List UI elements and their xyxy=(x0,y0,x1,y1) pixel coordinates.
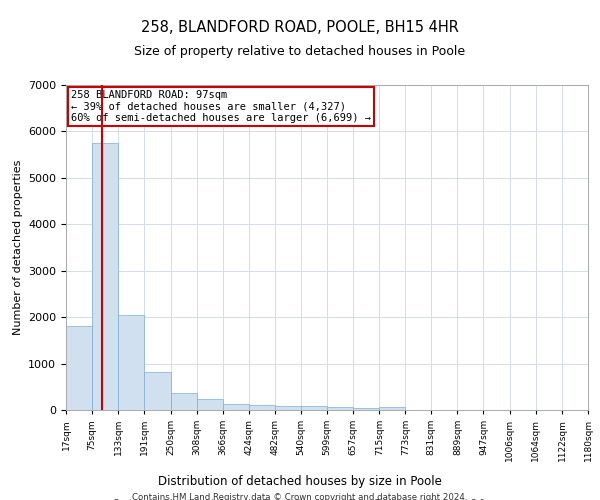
Text: 258, BLANDFORD ROAD, POOLE, BH15 4HR: 258, BLANDFORD ROAD, POOLE, BH15 4HR xyxy=(141,20,459,35)
Bar xyxy=(275,406,301,410)
Y-axis label: Number of detached properties: Number of detached properties xyxy=(13,160,23,335)
Text: Distribution of detached houses by size in Poole: Distribution of detached houses by size … xyxy=(158,474,442,488)
Bar xyxy=(197,399,223,410)
Bar xyxy=(170,394,197,410)
Bar xyxy=(144,372,170,410)
Text: Contains HM Land Registry data © Crown copyright and database right 2024.: Contains HM Land Registry data © Crown c… xyxy=(132,494,468,500)
Bar xyxy=(223,404,248,410)
Bar xyxy=(301,406,327,410)
Text: Size of property relative to detached houses in Poole: Size of property relative to detached ho… xyxy=(134,45,466,58)
Bar xyxy=(327,407,353,410)
Bar xyxy=(248,405,275,410)
Bar xyxy=(92,143,118,410)
Bar xyxy=(118,315,144,410)
Bar xyxy=(353,408,379,410)
Bar xyxy=(379,408,406,410)
Bar xyxy=(66,326,92,410)
Text: 258 BLANDFORD ROAD: 97sqm
← 39% of detached houses are smaller (4,327)
60% of se: 258 BLANDFORD ROAD: 97sqm ← 39% of detac… xyxy=(71,90,371,123)
